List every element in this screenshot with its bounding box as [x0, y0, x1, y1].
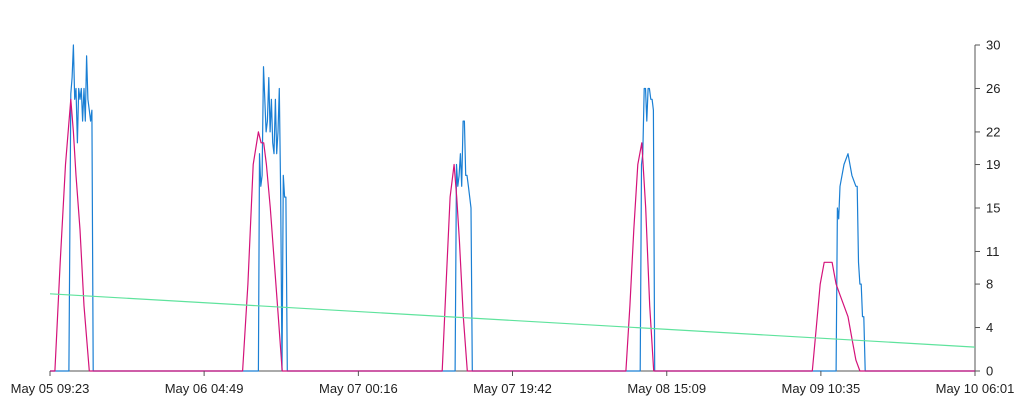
- x-tick-label: May 06 04:49: [165, 381, 244, 396]
- y-tick-label: 0: [986, 364, 993, 379]
- y-tick-label: 15: [986, 201, 1000, 216]
- x-tick-label: May 10 06:01: [936, 381, 1015, 396]
- y-tick-label: 8: [986, 277, 993, 292]
- y-tick-label: 30: [986, 38, 1000, 53]
- x-tick-label: May 05 09:23: [11, 381, 90, 396]
- series-line-3: [49, 293, 976, 348]
- y-tick-label: 26: [986, 81, 1000, 96]
- x-tick-label: May 07 19:42: [473, 381, 552, 396]
- series-line-1: [50, 44, 975, 372]
- y-tick-label: 4: [986, 320, 993, 335]
- x-tick-label: May 09 10:35: [781, 381, 860, 396]
- series-layer: [49, 44, 976, 372]
- x-tick-label: May 08 15:09: [627, 381, 706, 396]
- y-tick-label: 19: [986, 157, 1000, 172]
- y-tick-label: 22: [986, 124, 1000, 139]
- series-line-2: [50, 98, 975, 372]
- x-axis-ticks: May 05 09:23 May 06 04:49 May 07 00:16 May …: [11, 371, 1015, 396]
- y-tick-label: 11: [986, 244, 1000, 259]
- x-tick-label: May 07 00:16: [319, 381, 398, 396]
- y-axis-ticks: 0 4 8 11 15 19 22 26 30: [975, 38, 1000, 379]
